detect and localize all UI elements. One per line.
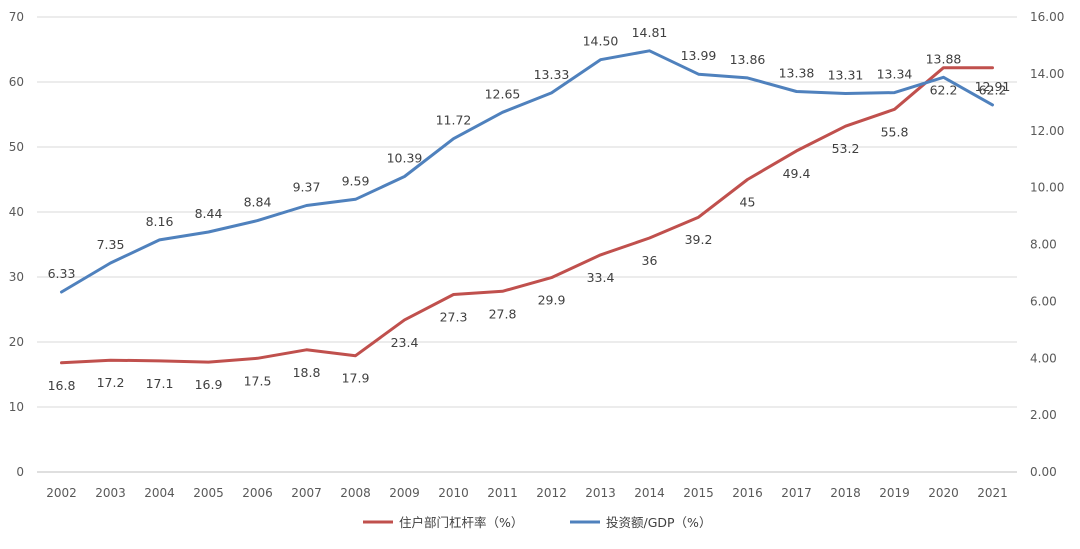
data-label: 45 [740,195,756,210]
data-label: 8.84 [244,195,272,210]
legend-label-investment-gdp: 投资额/GDP（%） [606,515,711,530]
series-line-household-leverage [60,66,994,365]
x-tick-label: 2016 [732,486,763,500]
data-label: 13.99 [681,48,717,63]
legend: 住户部门杠杆率（%） 投资额/GDP（%） [363,515,711,530]
data-label: 13.33 [534,67,570,82]
x-tick-label: 2010 [438,486,469,500]
y-right-tick-label: 10.00 [1030,181,1064,195]
data-label: 8.16 [146,214,174,229]
x-tick-label: 2020 [928,486,959,500]
data-label: 55.8 [881,124,909,139]
y-left-tick-label: 20 [9,335,24,349]
data-label: 36 [642,253,658,268]
data-label: 17.9 [342,371,370,386]
y-right-tick-label: 16.00 [1030,10,1064,24]
data-label: 9.59 [342,173,370,188]
data-label: 12.91 [975,79,1011,94]
x-tick-label: 2012 [536,486,567,500]
x-tick-label: 2013 [585,486,616,500]
data-label: 18.8 [293,365,321,380]
data-label: 13.34 [877,67,913,82]
data-label: 10.39 [387,151,423,166]
y-right-tick-label: 8.00 [1030,238,1057,252]
x-tick-label: 2017 [781,486,812,500]
data-label: 16.8 [48,378,76,393]
data-label: 62.2 [930,83,958,98]
data-label: 6.33 [48,266,76,281]
y-left-tick-label: 60 [9,75,24,89]
data-label: 14.50 [583,34,619,49]
axes: 0 10 20 30 40 50 60 70 0.00 2.00 4.00 6.00 8.00 10.00… [9,10,1065,500]
data-label: 27.3 [440,310,468,325]
x-tick-label: 2004 [144,486,175,500]
x-tick-label: 2003 [95,486,126,500]
x-tick-label: 2014 [634,486,665,500]
y-right-tick-label: 2.00 [1030,408,1057,422]
data-label: 49.4 [783,166,811,181]
x-tick-label: 2015 [683,486,714,500]
data-label: 7.35 [97,237,125,252]
x-tick-label: 2008 [340,486,371,500]
data-label: 29.9 [538,293,566,308]
data-label: 13.31 [828,67,864,82]
y-left-tick-label: 0 [16,465,24,479]
series-line-investment-gdp [60,49,994,294]
y-left-tick-label: 70 [9,10,24,24]
data-label: 11.72 [436,113,472,128]
y-right-tick-label: 12.00 [1030,124,1064,138]
data-label: 13.88 [926,51,962,66]
data-label: 33.4 [587,270,615,285]
y-left-tick-label: 30 [9,270,24,284]
x-tick-label: 2005 [193,486,224,500]
data-label: 62.2 [979,83,1007,98]
data-label: 23.4 [391,335,419,350]
y-right-tick-label: 14.00 [1030,67,1064,81]
legend-label-household-leverage: 住户部门杠杆率（%） [399,515,523,530]
data-label: 9.37 [293,180,321,195]
data-label: 13.86 [730,52,766,67]
x-tick-label: 2018 [830,486,861,500]
x-tick-label: 2007 [291,486,322,500]
data-labels: 16.8 17.2 17.1 16.9 17.5 18.8 17.9 23.4 27.3 27.8… [48,25,1011,393]
y-right-tick-label: 6.00 [1030,294,1057,308]
y-left-tick-label: 10 [9,400,24,414]
y-right-tick-label: 4.00 [1030,351,1057,365]
series-lines [60,49,994,365]
data-label: 13.38 [779,66,815,81]
data-label: 17.1 [146,376,174,391]
x-tick-label: 2019 [879,486,910,500]
x-tick-label: 2021 [977,486,1008,500]
data-label: 17.2 [97,375,125,390]
x-tick-label: 2011 [487,486,518,500]
data-label: 14.81 [632,25,668,40]
data-label: 12.65 [485,86,521,101]
gridlines [37,16,1017,473]
x-tick-label: 2002 [46,486,77,500]
data-label: 27.8 [489,306,517,321]
data-label: 39.2 [685,232,713,247]
data-label: 8.44 [195,206,223,221]
data-label: 17.5 [244,373,272,388]
x-tick-label: 2009 [389,486,420,500]
y-right-tick-label: 0.00 [1030,465,1057,479]
x-tick-label: 2006 [242,486,273,500]
y-left-tick-label: 50 [9,140,24,154]
data-label: 53.2 [832,141,860,156]
y-left-tick-label: 40 [9,205,24,219]
data-label: 16.9 [195,377,223,392]
